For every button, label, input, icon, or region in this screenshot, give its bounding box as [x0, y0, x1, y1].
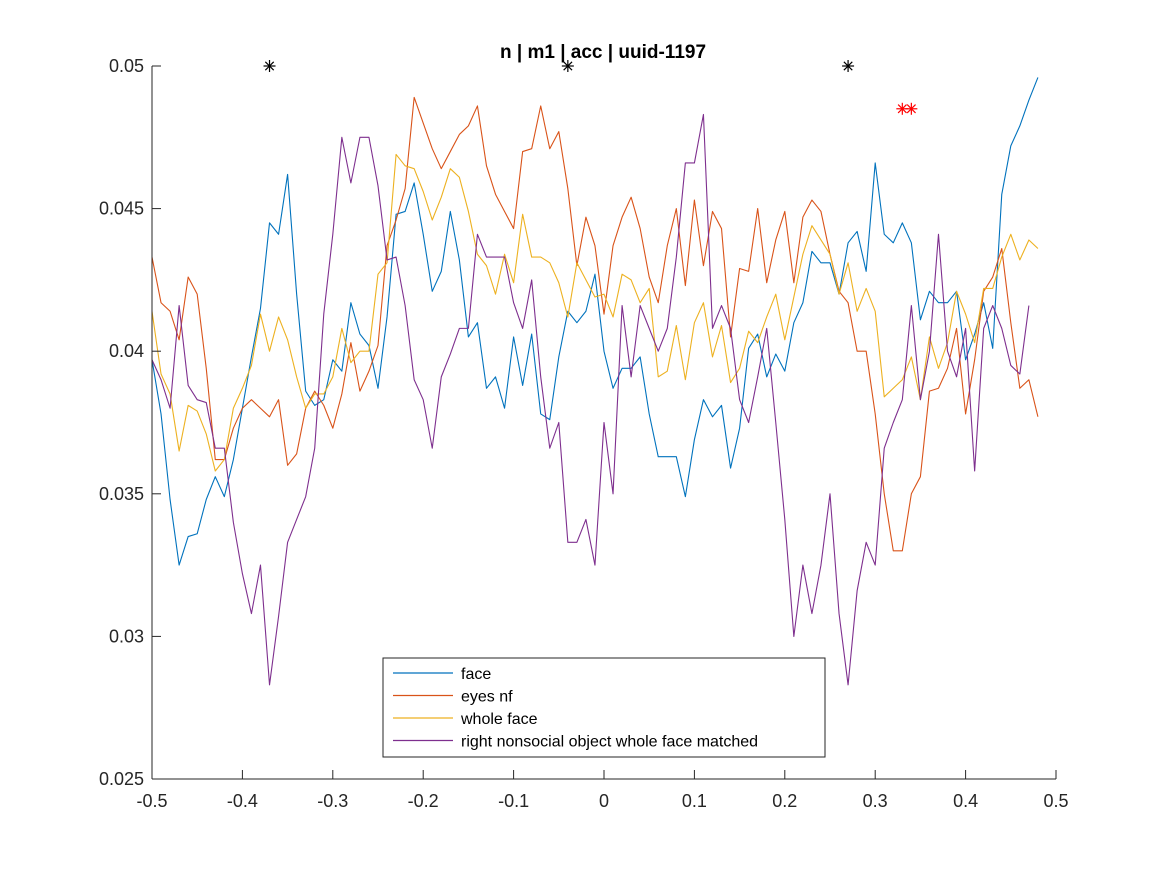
significance-marker-0: [263, 60, 276, 72]
legend-label: eyes nf: [461, 689, 513, 706]
legend-label: whole face: [460, 711, 538, 728]
y-tick-label: 0.025: [99, 769, 144, 789]
legend-label: face: [461, 666, 491, 683]
x-axis-ticks: -0.5 -0.4 -0.3 -0.2 -0.1 0 0.1 0.2 0.3 0.4 0.5: [136, 770, 1069, 811]
x-tick-label: -0.1: [498, 791, 529, 811]
legend: face eyes nf whole face right nonsocial obj…: [382, 657, 826, 758]
y-tick-label: 0.03: [109, 626, 144, 646]
legend-label: right nonsocial object whole face matche…: [461, 734, 758, 751]
series-layer: [151, 77, 1039, 686]
significance-marker-2: [842, 60, 855, 72]
y-tick-label: 0.04: [109, 341, 144, 361]
significance-marker-4: [905, 102, 918, 115]
marker-stroke: [843, 61, 853, 71]
series-line-2: [151, 153, 1039, 472]
marker-stroke: [906, 104, 916, 114]
marker-layer: [263, 60, 918, 115]
marker-stroke: [264, 61, 275, 71]
significance-marker-1: [561, 60, 574, 72]
x-tick-label: 0.1: [682, 791, 707, 811]
series-line-1: [151, 96, 1039, 552]
x-tick-label: 0.3: [863, 791, 888, 811]
x-tick-label: 0: [599, 791, 609, 811]
x-tick-label: 0.2: [772, 791, 797, 811]
series-line-3: [151, 113, 1030, 686]
y-axis-ticks: 0.025 0.03 0.035 0.04 0.045 0.05: [99, 56, 161, 789]
x-tick-label: -0.4: [227, 791, 258, 811]
x-tick-label: -0.3: [317, 791, 348, 811]
y-tick-label: 0.05: [109, 56, 144, 76]
x-tick-label: -0.2: [408, 791, 439, 811]
series-line-0: [151, 77, 1039, 566]
chart-title: n | m1 | acc | uuid-1197: [500, 42, 706, 63]
x-tick-label: 0.5: [1043, 791, 1068, 811]
x-tick-label: -0.5: [136, 791, 167, 811]
y-tick-label: 0.035: [99, 484, 144, 504]
marker-stroke: [563, 61, 573, 71]
marker-stroke: [897, 104, 907, 114]
legend-box: [382, 657, 826, 758]
y-tick-label: 0.045: [99, 199, 144, 219]
x-tick-label: 0.4: [953, 791, 978, 811]
